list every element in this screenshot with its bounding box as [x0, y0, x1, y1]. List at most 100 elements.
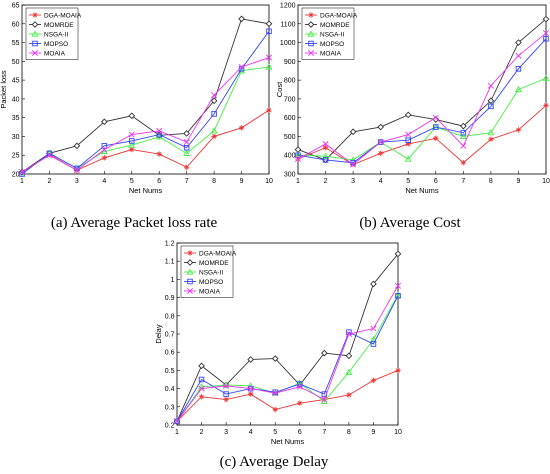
x-tick-label: 5: [130, 178, 134, 185]
y-tick-label: 500: [284, 134, 296, 141]
y-tick-label: 60: [12, 21, 20, 28]
y-tick-label: 25: [12, 153, 20, 160]
chart-delay: 1 2 3 4 5 6 7 8 9 10 0.2 0.3 0.4 0.5 0.6 0.7 0.8 0.9 1 1.1 1…: [154, 241, 402, 447]
legend-marker: [307, 30, 315, 37]
series-line: [297, 32, 547, 166]
x-tick-label: 9: [371, 429, 375, 436]
data-point: [211, 92, 218, 99]
data-point: [247, 391, 254, 397]
x-tick-label: 7: [185, 178, 189, 185]
x-tick-label: 4: [379, 178, 383, 185]
data-point: [487, 129, 495, 136]
y-axis-label: Packet loss: [0, 70, 8, 109]
caption-cost: (b) Average Cost: [359, 215, 461, 231]
data-point: [542, 15, 550, 23]
data-point: [128, 131, 135, 138]
y-tick-label: 800: [284, 78, 296, 85]
y-tick-label: 55: [12, 40, 20, 47]
series-line: [21, 57, 270, 173]
data-point: [238, 63, 245, 70]
data-point: [183, 139, 190, 146]
legend-marker: [308, 12, 314, 18]
series-line: [297, 105, 547, 166]
x-tick-label: 10: [394, 429, 402, 436]
x-tick-label: 3: [351, 178, 355, 185]
data-point: [247, 356, 255, 363]
data-point: [296, 379, 304, 386]
y-tick-label: 50: [12, 59, 20, 66]
data-point: [266, 28, 272, 35]
data-point: [198, 362, 205, 370]
x-tick-label: 8: [212, 178, 216, 185]
legend-label: MOPSO: [44, 41, 68, 48]
data-point: [488, 103, 494, 110]
legend-marker: [187, 278, 193, 285]
data-point: [297, 400, 303, 406]
series-line: [176, 253, 399, 422]
y-tick-label: 35: [12, 115, 20, 122]
y-axis-label: Cost: [275, 81, 284, 97]
x-tick-label: 1: [20, 178, 24, 185]
data-point: [183, 164, 190, 170]
data-point: [543, 102, 549, 109]
y-tick-label: 65: [12, 3, 20, 10]
data-point: [543, 36, 549, 42]
data-point: [405, 137, 411, 143]
data-point: [73, 167, 80, 174]
x-tick-label: 2: [324, 178, 328, 185]
x-tick-label: 3: [224, 429, 228, 436]
data-point: [515, 52, 522, 59]
x-tick-label: 8: [347, 429, 351, 436]
data-point: [322, 140, 329, 147]
x-tick-label: 8: [489, 178, 493, 185]
legend-marker: [31, 30, 39, 37]
series-momrde: [294, 15, 550, 164]
y-tick-label: 300: [284, 172, 296, 179]
data-point: [377, 139, 384, 145]
caption-delay: (c) Average Delay: [220, 454, 329, 470]
y-tick-label: 0.6: [165, 350, 175, 357]
data-point: [198, 376, 205, 383]
data-point: [46, 152, 53, 159]
data-point: [247, 385, 254, 392]
series-line: [176, 295, 399, 422]
legend-marker: [187, 250, 193, 256]
data-point: [345, 352, 353, 360]
data-point: [295, 152, 301, 158]
data-point: [349, 128, 357, 136]
x-axis-label: Net Nums: [271, 437, 305, 446]
data-point: [433, 135, 439, 142]
series-line: [176, 285, 399, 422]
x-tick-label: 6: [434, 178, 438, 185]
x-tick-label: 1: [296, 178, 300, 185]
x-tick-label: 2: [200, 429, 204, 436]
data-point: [488, 136, 494, 142]
y-tick-label: 45: [12, 78, 20, 85]
data-point: [395, 293, 401, 299]
data-point: [394, 250, 402, 258]
x-tick-label: 4: [249, 429, 253, 436]
x-axis-label: Net Nums: [129, 186, 163, 195]
legend-marker: [186, 287, 194, 295]
data-point: [173, 418, 181, 425]
y-axis-label: Delay: [154, 324, 163, 343]
data-point: [73, 142, 81, 150]
y-tick-label: 1100: [280, 21, 295, 28]
data-point: [294, 155, 302, 162]
legend-label: NSGA-II: [44, 31, 68, 38]
x-tick-label: 2: [47, 178, 51, 185]
legend-label: NSGA-II: [320, 31, 344, 38]
data-point: [404, 155, 412, 162]
y-tick-label: 600: [284, 115, 296, 122]
data-point: [210, 97, 218, 105]
legend-marker: [186, 259, 194, 266]
legend-marker: [31, 49, 39, 57]
series-line: [297, 38, 547, 164]
legend-label: MOMRDE: [199, 260, 229, 267]
legend-marker: [32, 40, 38, 47]
data-point: [405, 131, 412, 138]
data-point: [18, 169, 26, 176]
legend: DGA-MOAIA MOMRDE NSGA-II MOPSO MOAIA: [180, 245, 237, 298]
x-tick-label: 9: [516, 178, 520, 185]
